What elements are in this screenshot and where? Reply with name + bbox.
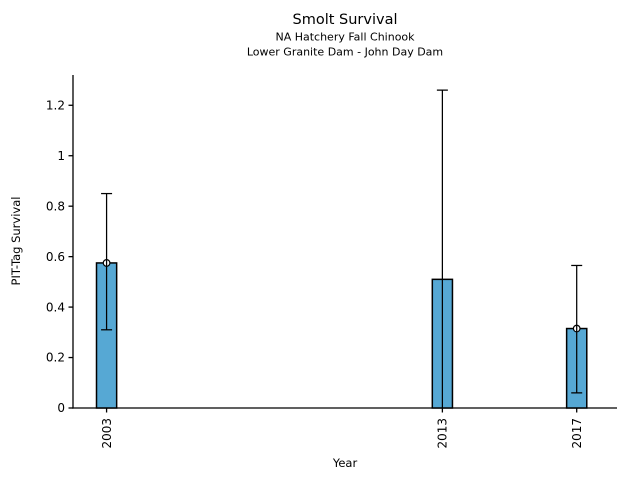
- y-tick-label: 0.8: [46, 199, 65, 213]
- chart-subtitle-reach: Lower Granite Dam - John Day Dam: [246, 45, 444, 59]
- chart-subtitle-species: NA Hatchery Fall Chinook: [275, 30, 415, 44]
- y-tick-label: 0.6: [46, 250, 65, 264]
- y-tick-label: 1.2: [46, 98, 65, 112]
- x-axis-label: Year: [332, 456, 358, 470]
- x-tick-label: 2017: [570, 418, 584, 449]
- y-tick-label: 0.2: [46, 351, 65, 365]
- chart-title: Smolt Survival: [292, 12, 398, 28]
- y-tick-label: 1: [57, 149, 65, 163]
- x-tick-label: 2013: [436, 418, 450, 449]
- x-tick-label: 2003: [100, 418, 114, 449]
- y-tick-label: 0: [57, 401, 65, 415]
- y-tick-label: 0.4: [46, 300, 65, 314]
